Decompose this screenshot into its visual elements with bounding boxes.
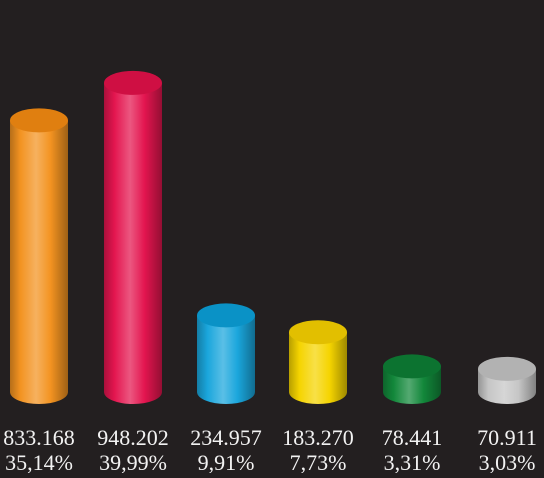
bar-body [10,120,68,404]
percent-label: 35,14% [5,450,73,473]
percent-label: 9,91% [198,450,255,473]
value-label: 78.441 [382,425,443,450]
bar-body [197,315,255,404]
value-label: 833.168 [3,425,75,450]
value-label: 948.202 [97,425,169,450]
bar-2 [104,70,162,405]
value-label: 70.911 [477,425,537,450]
bar-6 [478,356,536,404]
percent-label: 3,03% [479,450,536,473]
bar-top [104,70,162,95]
bar-5 [383,354,441,404]
bar-4 [289,320,347,404]
bar-top [197,303,255,328]
value-label: 234.957 [190,425,262,450]
bar-top [383,354,441,379]
percent-label: 7,73% [290,450,347,473]
bar-1 [10,108,68,404]
bar-body [104,82,162,405]
bar-body [289,332,347,404]
percent-label: 3,31% [384,450,441,473]
value-label: 183.270 [282,425,354,450]
bar-3 [197,303,255,404]
bar-top [10,108,68,133]
bar-top [289,320,347,345]
bars-layer [10,70,536,405]
percent-label: 39,99% [99,450,167,473]
bar-top [478,356,536,381]
